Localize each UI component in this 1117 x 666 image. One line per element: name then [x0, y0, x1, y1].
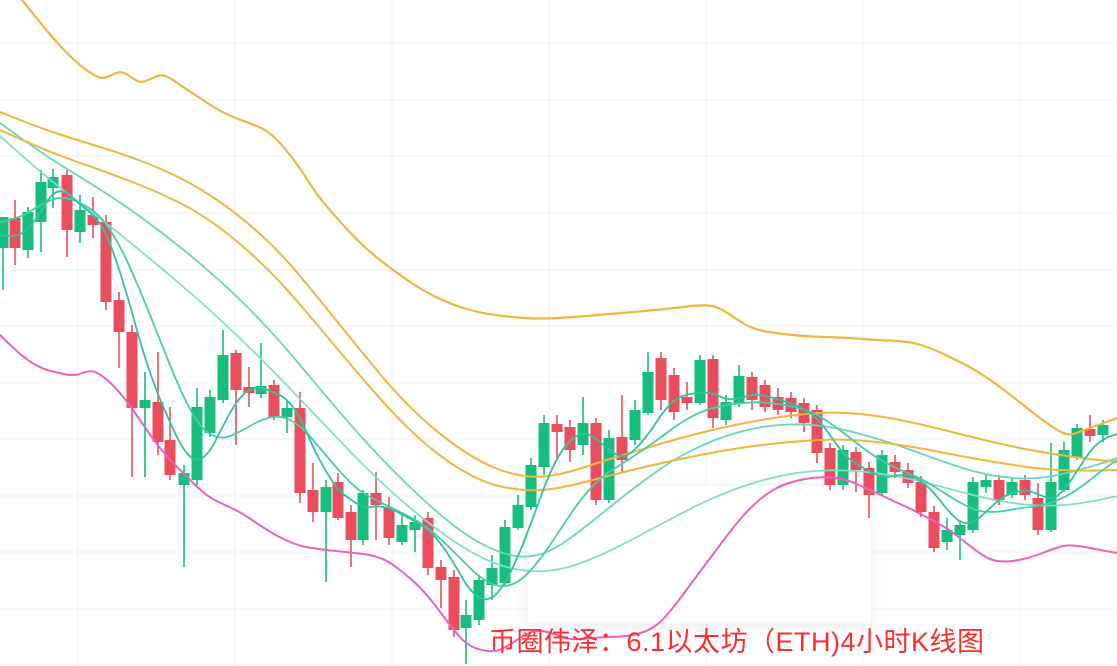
- candle-body: [1006, 482, 1018, 495]
- candle-body: [733, 376, 745, 403]
- candle-body: [512, 505, 524, 528]
- candle-body: [74, 210, 86, 232]
- candle-body: [204, 397, 216, 433]
- candle-body: [113, 300, 125, 332]
- candle-body: [164, 440, 176, 475]
- candle-body: [863, 468, 875, 495]
- candle-body: [1032, 498, 1044, 530]
- candle-body: [655, 358, 667, 400]
- candle-body: [230, 353, 242, 390]
- candle-body: [499, 527, 511, 583]
- candle-body: [61, 175, 73, 230]
- ma-slow-2-line: [0, 135, 1117, 573]
- candle-body: [0, 217, 9, 248]
- candle-body: [551, 424, 563, 432]
- candle-body: [281, 408, 293, 417]
- candle-body: [294, 408, 306, 493]
- candle-body: [448, 577, 460, 630]
- candle-body: [915, 482, 927, 512]
- candle-body: [980, 480, 992, 487]
- candle-body: [603, 438, 615, 500]
- candle-body: [460, 615, 472, 628]
- candle-body: [746, 377, 758, 400]
- candle-body: [616, 437, 628, 460]
- candle-body: [837, 450, 849, 485]
- candle-body: [993, 480, 1005, 500]
- candle-body: [396, 525, 408, 542]
- candle-body: [954, 525, 966, 535]
- candle-body: [178, 473, 190, 485]
- candle-body: [332, 482, 344, 518]
- candle-body: [126, 332, 138, 408]
- candle-body: [139, 400, 151, 408]
- candle-body: [798, 403, 810, 423]
- candle-body: [642, 372, 654, 413]
- candle-body: [824, 448, 836, 485]
- candle-body: [928, 512, 940, 548]
- candle-body: [217, 355, 229, 400]
- candle-body: [87, 215, 99, 225]
- candle-body: [681, 397, 693, 403]
- ma-fast-1-line: [0, 190, 1117, 601]
- candle-body: [525, 465, 537, 507]
- candle-body: [422, 518, 434, 568]
- candle-body: [22, 212, 34, 250]
- candle-body: [538, 423, 550, 467]
- candle-body: [35, 182, 47, 222]
- candle-body: [191, 407, 203, 480]
- candle-body: [720, 402, 732, 420]
- candle-body: [473, 580, 485, 620]
- candle-body: [967, 482, 979, 530]
- candle-body: [668, 375, 680, 412]
- boll-upper-line: [20, 0, 1117, 436]
- candle-body: [850, 452, 862, 470]
- candle-body: [152, 402, 164, 442]
- candle-body: [100, 222, 112, 302]
- chart-title: 币圈伟泽：6.1以太坊（ETH)4小时K线图: [489, 627, 985, 657]
- candle-body: [345, 512, 357, 540]
- candle-body: [785, 398, 797, 412]
- candle-body: [486, 568, 498, 585]
- candle-body: [1084, 429, 1096, 436]
- candle-body: [268, 385, 280, 417]
- candle-body: [9, 218, 21, 248]
- candle-body: [902, 470, 914, 483]
- candle-body: [707, 359, 719, 418]
- candle-body: [357, 493, 369, 540]
- candle-body: [307, 490, 319, 512]
- candle-body: [811, 410, 823, 453]
- candle-body: [409, 522, 421, 530]
- candle-body: [1071, 428, 1083, 457]
- candle-body: [1019, 480, 1031, 495]
- ma-fast-2-line: [0, 196, 1117, 588]
- ma-slow-1-line: [0, 122, 1117, 558]
- candle-body: [694, 360, 706, 403]
- candle-body: [564, 427, 576, 450]
- candle-body: [590, 423, 602, 500]
- watermark-box: [526, 484, 872, 625]
- candle-body: [941, 530, 953, 542]
- candle-body: [255, 386, 267, 394]
- boll-mid-b-line: [0, 129, 1117, 492]
- candle-body: [435, 567, 447, 580]
- candle-body: [320, 487, 332, 512]
- candle-body: [1097, 425, 1109, 435]
- candle-body: [629, 410, 641, 440]
- candle-body: [383, 508, 395, 538]
- boll-mid-a-line: [0, 111, 1117, 478]
- boll-lower-line: [0, 334, 1117, 653]
